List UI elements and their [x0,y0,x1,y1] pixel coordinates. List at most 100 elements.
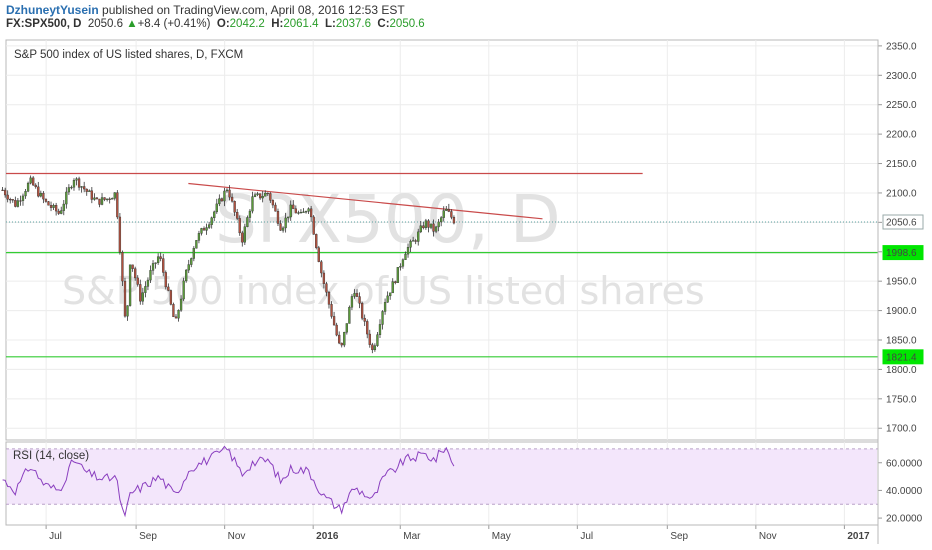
candle-body [434,226,438,232]
candle-body [49,205,53,208]
candle-body [429,223,433,228]
candle-body [445,208,448,211]
candle-body [1,189,4,192]
candle-body [335,324,338,336]
author-link[interactable]: DzhuneytYusein [6,3,99,17]
candle-body [287,216,290,219]
candle-body [205,227,208,231]
watermark-symbol: SPX500, D [215,181,561,258]
candle-body [141,292,144,302]
candle-body [108,198,111,200]
high-value: 2061.4 [283,18,319,30]
candle-body [14,199,17,207]
candle-body [399,266,402,268]
candle-body [151,263,155,271]
candle-body [136,277,139,285]
open-label: O: [216,18,230,30]
price-change: +8.4 (+0.41%) [137,18,211,30]
candle-body [304,211,308,213]
candle-body [256,193,259,195]
candle-body [440,217,443,223]
candle-body [11,199,14,201]
candle-body [358,296,361,304]
price-label: 2050.6 [886,218,917,229]
candle-body [315,234,318,248]
candle-body [299,212,303,214]
x-tick-label: 2017 [847,531,870,542]
price-label: 1998.6 [886,248,917,259]
candle-body [246,217,249,227]
x-tick-label: Nov [759,531,777,542]
candle-body [411,240,415,242]
chart-title: S&P 500 index of US listed shares, D, FX… [14,49,243,61]
candle-body [179,298,183,311]
x-tick-label: Jul [580,531,593,542]
candle-body [251,196,254,212]
quote-line: FX:SPX500, D 2050.6 ▲+8.4 (+0.41%) O:204… [6,18,425,30]
rsi-line [2,445,455,518]
x-tick-label: Sep [139,531,157,542]
y-tick-label: 1950.0 [886,277,917,288]
candle-body [154,262,157,264]
x-tick-label: May [492,531,511,542]
candle-body [156,256,160,263]
publish-line: DzhuneytYusein published on TradingView.… [6,3,405,17]
candle-body [276,210,280,224]
candle-body [34,184,37,188]
candle-body [60,210,63,214]
candle-body [215,203,218,213]
candle-body [452,217,456,224]
low-value: 2037.6 [335,18,371,30]
last-price: 2050.6 [87,18,123,30]
rsi-y-tick-label: 40.0000 [886,486,923,497]
candle-body [391,281,394,294]
candle-body [294,208,297,214]
candle-body [72,180,76,188]
candle-body [401,259,405,267]
candle-body [409,240,412,248]
candle-body [26,182,30,192]
candle-body [126,305,129,317]
candle-body [241,232,244,243]
publish-info: published on TradingView.com, April 08, … [102,3,405,17]
open-value: 2042.2 [229,18,265,30]
candle-body [327,292,331,305]
symbol-label[interactable]: FX:SPX500, D [6,18,82,30]
candle-body [279,223,282,231]
rsi-band [7,448,877,505]
candle-body [360,303,364,319]
candle-body [414,240,417,242]
candle-body [238,218,241,234]
candle-body [297,212,300,214]
y-tick-label: 1800.0 [886,365,917,376]
x-tick-label: Sep [670,531,688,542]
candle-body [281,227,285,231]
candle-body [190,258,193,265]
candle-body [44,198,48,202]
candle-body [47,201,50,206]
candle-body [75,178,78,181]
chart-header: DzhuneytYusein published on TradingView.… [0,0,932,34]
candle-body [322,272,326,284]
candle-body [134,268,137,279]
candle-body [330,304,333,317]
y-tick-label: 2100.0 [886,188,917,199]
candle-body [376,334,379,346]
candle-body [432,223,435,232]
y-tick-label: 1900.0 [886,306,917,317]
candle-body [394,281,397,283]
candle-body [230,196,234,202]
candle-body [218,198,221,205]
y-tick-label: 2150.0 [886,159,917,170]
candle-body [450,211,453,218]
candle-body [312,216,315,235]
candle-body [118,216,122,253]
candle-body [248,210,252,218]
trend-line [188,182,543,220]
candle-body [195,240,198,249]
candle-body [404,253,407,260]
x-tick-label: Jul [49,531,62,542]
candle-body [253,194,257,197]
candle-body [417,231,420,242]
